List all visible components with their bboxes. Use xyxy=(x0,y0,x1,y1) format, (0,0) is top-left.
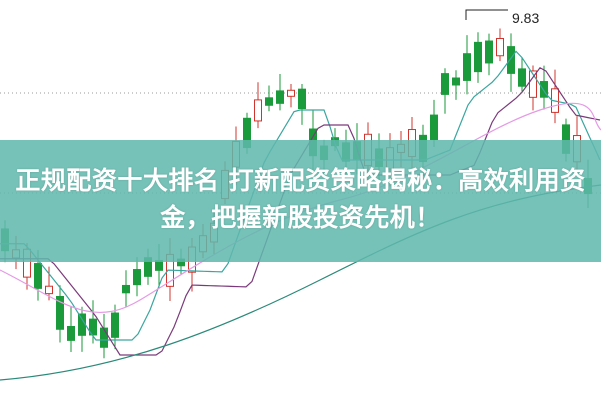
candle-down xyxy=(507,46,515,74)
candle-up xyxy=(496,38,504,57)
candle-up xyxy=(529,70,537,98)
headline-banner xyxy=(0,140,601,262)
candle-down xyxy=(100,327,108,348)
candle-down xyxy=(155,260,163,271)
candle-up xyxy=(287,89,295,97)
candle-down xyxy=(56,296,64,330)
candle-down xyxy=(265,97,273,106)
candle-down xyxy=(441,73,449,95)
candle-down xyxy=(78,313,86,336)
candle-down xyxy=(298,88,306,110)
candle-down xyxy=(430,114,438,141)
candle-down xyxy=(485,40,493,64)
candle-down xyxy=(34,263,42,289)
candle-down xyxy=(452,77,460,86)
candle-down xyxy=(122,284,130,294)
candle-up xyxy=(254,99,262,122)
candle-down xyxy=(474,41,482,73)
high-price-pointer xyxy=(465,9,508,20)
high-price-label: 9.83 xyxy=(512,10,540,26)
candle-down xyxy=(463,53,471,81)
candle-down xyxy=(518,68,526,87)
headline: 正规配资十大排名 打新配资策略揭秘：高效利用资金，把握新股投资先机！ xyxy=(15,166,586,232)
candle-down xyxy=(111,312,119,338)
candle-up xyxy=(45,285,53,295)
candle-down xyxy=(133,269,141,286)
candle-down xyxy=(89,318,97,336)
candle-down xyxy=(67,326,75,341)
moving-average-short xyxy=(0,50,601,341)
candle-down xyxy=(276,90,284,104)
candle-down xyxy=(540,81,548,98)
